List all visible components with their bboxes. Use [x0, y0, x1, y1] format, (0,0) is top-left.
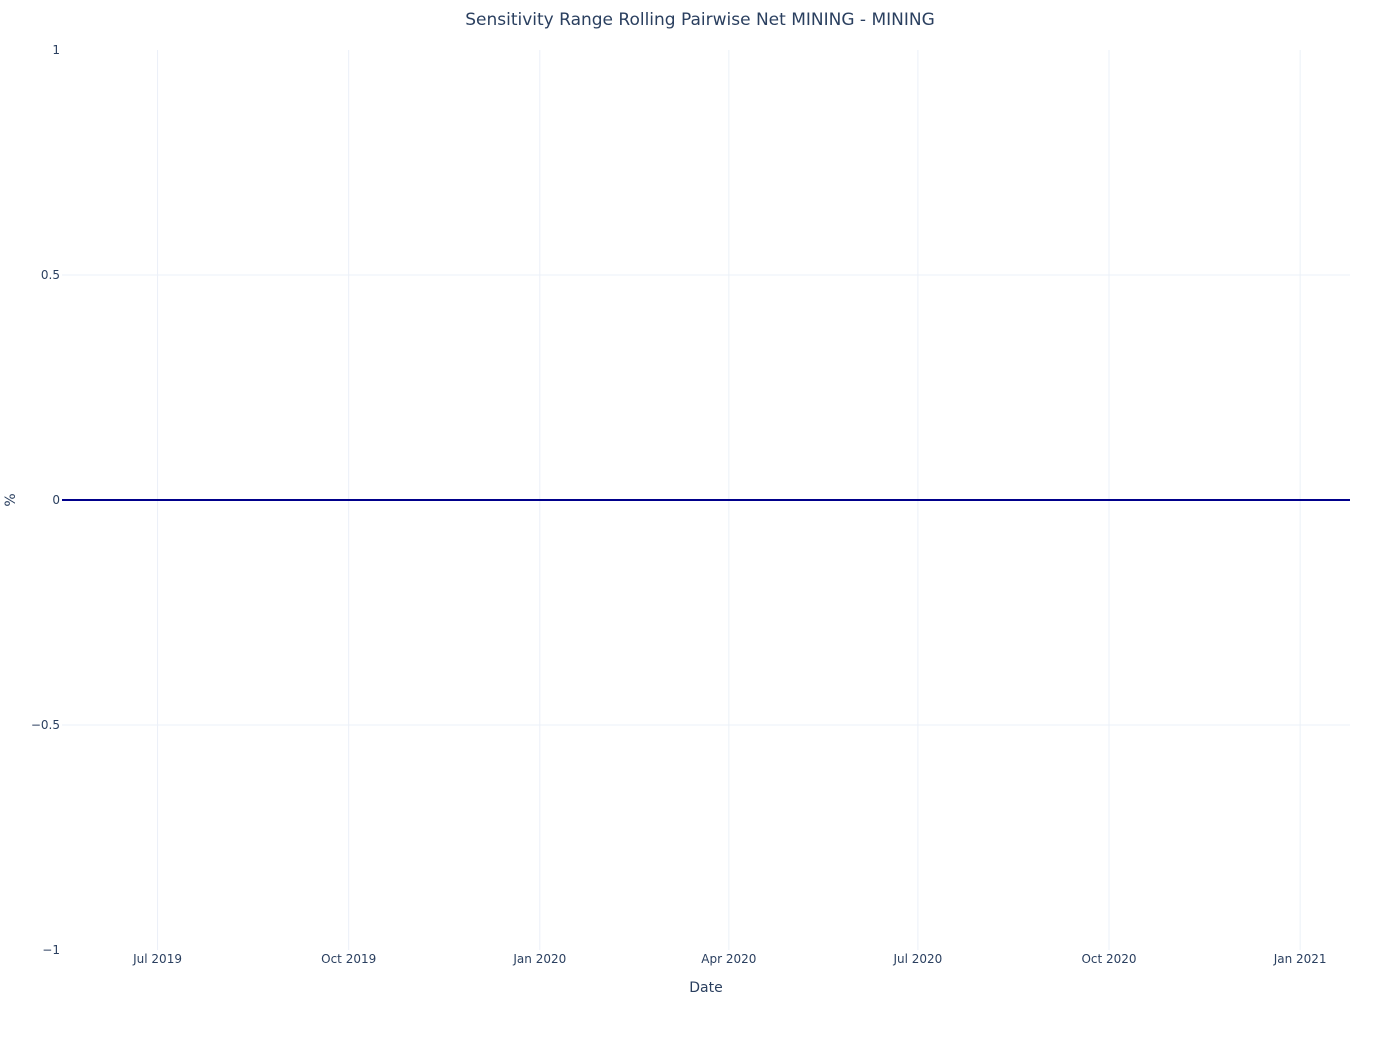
- x-tick-label: Oct 2020: [1081, 952, 1136, 966]
- x-tick-label: Jul 2019: [132, 952, 182, 966]
- y-axis-title: %: [3, 493, 19, 506]
- y-tick-label: −1: [42, 943, 60, 957]
- x-tick-label: Oct 2019: [321, 952, 376, 966]
- x-tick-label: Jul 2020: [892, 952, 942, 966]
- x-axis-title: Date: [689, 980, 722, 996]
- y-tick-label: 0: [52, 493, 60, 507]
- x-tick-label: Jan 2021: [1273, 952, 1327, 966]
- x-tick-label: Jan 2020: [512, 952, 566, 966]
- y-tick-label: 1: [52, 43, 60, 57]
- y-tick-label: 0.5: [41, 268, 60, 282]
- x-axis-tick-labels: Jul 2019 Oct 2019 Jan 2020 Apr 2020 Jul 2020…: [132, 952, 1326, 966]
- x-tick-label: Apr 2020: [701, 952, 756, 966]
- y-axis-tick-labels: 1 0.5 0 −0.5 −1: [31, 43, 60, 957]
- chart-title: Sensitivity Range Rolling Pairwise Net M…: [465, 10, 935, 30]
- y-tick-label: −0.5: [31, 718, 60, 732]
